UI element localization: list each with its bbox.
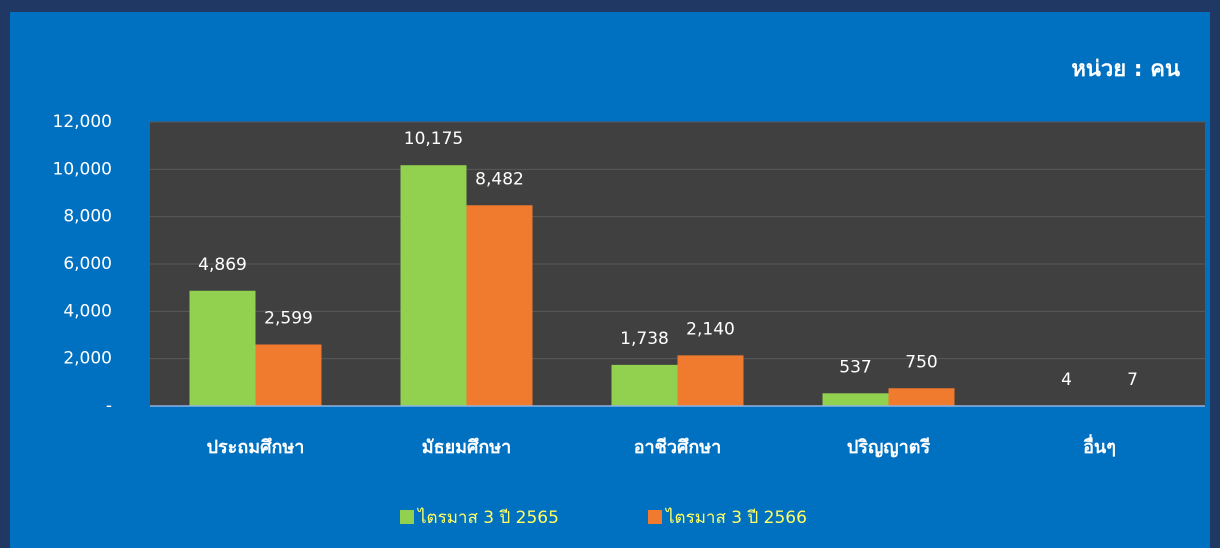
value-label: 4 (1061, 370, 1072, 390)
value-label: 10,175 (404, 129, 463, 149)
y-tick-label: 4,000 (63, 301, 112, 321)
value-label: 4,869 (198, 255, 247, 275)
value-label: 750 (905, 352, 937, 372)
y-tick-label: 10,000 (53, 159, 112, 179)
y-tick-label: 2,000 (63, 349, 112, 369)
legend-label: ไตรมาส 3 ปี 2566 (664, 507, 807, 528)
unit-label: หน่วย : คน (1071, 57, 1180, 82)
y-tick-label: 12,000 (53, 112, 112, 132)
bar (189, 290, 256, 406)
value-label: 2,599 (264, 308, 313, 328)
y-tick-label: - (106, 396, 112, 416)
value-label: 2,140 (686, 319, 735, 339)
x-tick-label: ปริญญาตรี (847, 437, 931, 458)
legend-swatch (648, 510, 662, 524)
bar (466, 205, 533, 406)
bar (822, 393, 889, 406)
bar (611, 364, 678, 406)
value-label: 7 (1127, 370, 1138, 390)
bar (677, 355, 744, 406)
value-label: 537 (839, 357, 871, 377)
value-label: 8,482 (475, 169, 524, 189)
bar (400, 165, 467, 406)
x-tick-label: ประถมศึกษา (207, 437, 305, 458)
y-tick-label: 8,000 (63, 207, 112, 227)
legend-label: ไตรมาส 3 ปี 2565 (416, 507, 559, 528)
x-tick-label: อาชีวศึกษา (634, 437, 722, 458)
legend-swatch (400, 510, 414, 524)
y-tick-label: 6,000 (63, 254, 112, 274)
x-tick-label: มัธยมศึกษา (422, 437, 512, 458)
bar (888, 388, 955, 406)
value-label: 1,738 (620, 329, 669, 349)
bar (255, 344, 322, 406)
x-tick-label: อื่นๆ (1083, 434, 1116, 458)
